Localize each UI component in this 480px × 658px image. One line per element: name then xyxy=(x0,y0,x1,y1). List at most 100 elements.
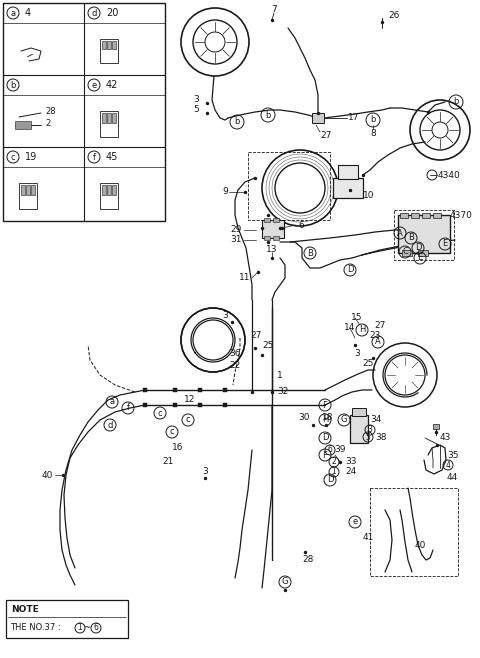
Text: 4: 4 xyxy=(25,8,31,18)
Text: f: f xyxy=(127,403,130,413)
Bar xyxy=(262,220,284,238)
Bar xyxy=(198,403,202,407)
Bar xyxy=(248,152,330,220)
Text: c: c xyxy=(186,415,190,424)
Text: B: B xyxy=(307,249,313,257)
Text: D: D xyxy=(415,243,421,253)
Bar xyxy=(264,218,270,222)
Text: b: b xyxy=(453,97,459,107)
Bar xyxy=(143,403,147,407)
Bar xyxy=(411,213,419,218)
Bar xyxy=(273,218,279,222)
Bar xyxy=(112,113,116,123)
Text: ~: ~ xyxy=(84,624,91,632)
Bar xyxy=(433,424,439,429)
Text: 25: 25 xyxy=(362,359,374,368)
Text: 22: 22 xyxy=(229,361,240,370)
Text: 1: 1 xyxy=(332,467,336,476)
Bar xyxy=(100,183,118,209)
Text: 25: 25 xyxy=(262,340,274,349)
Text: 1: 1 xyxy=(78,624,83,632)
Text: 17: 17 xyxy=(348,113,360,122)
Text: 27: 27 xyxy=(374,320,386,330)
Text: E: E xyxy=(443,240,448,249)
Text: 11: 11 xyxy=(239,274,250,282)
Text: 2: 2 xyxy=(332,457,336,467)
Text: 12: 12 xyxy=(184,395,196,405)
Text: c: c xyxy=(11,153,15,161)
Bar xyxy=(100,39,118,63)
Text: 13: 13 xyxy=(266,245,278,255)
Bar xyxy=(19,183,37,209)
Text: 32: 32 xyxy=(277,388,288,397)
Text: 2: 2 xyxy=(45,120,50,128)
Text: 4340: 4340 xyxy=(438,170,461,180)
Bar xyxy=(273,236,279,240)
Bar xyxy=(338,165,358,179)
Text: 3: 3 xyxy=(222,311,228,320)
Text: b: b xyxy=(10,80,16,89)
Text: a: a xyxy=(11,9,15,18)
Bar xyxy=(107,185,111,195)
Text: 36: 36 xyxy=(229,349,241,357)
Bar xyxy=(143,388,147,392)
Text: 5: 5 xyxy=(366,432,371,442)
Bar xyxy=(398,215,450,253)
Text: c: c xyxy=(158,409,162,417)
Text: NOTE: NOTE xyxy=(11,605,39,613)
Text: D: D xyxy=(347,265,353,274)
Text: F: F xyxy=(323,451,327,459)
Bar xyxy=(312,113,324,123)
Text: 41: 41 xyxy=(362,534,374,542)
Text: 20: 20 xyxy=(106,8,119,18)
Bar xyxy=(102,185,106,195)
Bar xyxy=(400,213,408,218)
Text: 27: 27 xyxy=(320,130,331,139)
Text: 28: 28 xyxy=(45,107,56,116)
Text: 23: 23 xyxy=(369,330,381,340)
Text: 26: 26 xyxy=(388,11,399,20)
Bar xyxy=(15,121,31,129)
Text: 15: 15 xyxy=(351,313,363,322)
Bar xyxy=(352,408,366,416)
Bar xyxy=(3,3,165,221)
Text: d: d xyxy=(108,420,113,430)
Bar xyxy=(173,388,177,392)
Text: d: d xyxy=(91,9,96,18)
Text: 43: 43 xyxy=(440,434,451,442)
Text: 6: 6 xyxy=(327,445,333,455)
Text: 44: 44 xyxy=(447,474,458,482)
Text: b: b xyxy=(265,111,271,120)
Text: 6: 6 xyxy=(94,624,98,632)
Text: 3: 3 xyxy=(193,95,199,103)
Text: 19: 19 xyxy=(25,152,37,162)
Text: A: A xyxy=(397,228,403,238)
Text: H: H xyxy=(322,415,328,424)
Bar xyxy=(107,41,111,49)
Text: 3: 3 xyxy=(202,467,208,476)
Text: 29: 29 xyxy=(230,226,242,234)
Bar xyxy=(418,250,428,256)
Bar xyxy=(173,403,177,407)
Text: G: G xyxy=(282,578,288,586)
Bar xyxy=(370,488,458,576)
Text: 40: 40 xyxy=(415,540,426,549)
Bar xyxy=(264,236,270,240)
Bar xyxy=(26,185,30,195)
Text: C: C xyxy=(402,247,408,257)
Bar xyxy=(223,403,227,407)
Text: 24: 24 xyxy=(345,467,356,476)
Bar xyxy=(422,213,430,218)
Text: 9: 9 xyxy=(222,188,228,197)
Text: 42: 42 xyxy=(106,80,119,90)
Bar xyxy=(102,41,106,49)
Bar xyxy=(107,113,111,123)
Text: 14: 14 xyxy=(344,324,356,332)
Text: A: A xyxy=(375,338,381,347)
Bar xyxy=(112,185,116,195)
Text: G: G xyxy=(341,415,347,424)
Bar xyxy=(21,185,25,195)
Text: 4: 4 xyxy=(445,461,450,470)
Text: 16: 16 xyxy=(172,443,184,453)
Text: 27: 27 xyxy=(250,330,262,340)
